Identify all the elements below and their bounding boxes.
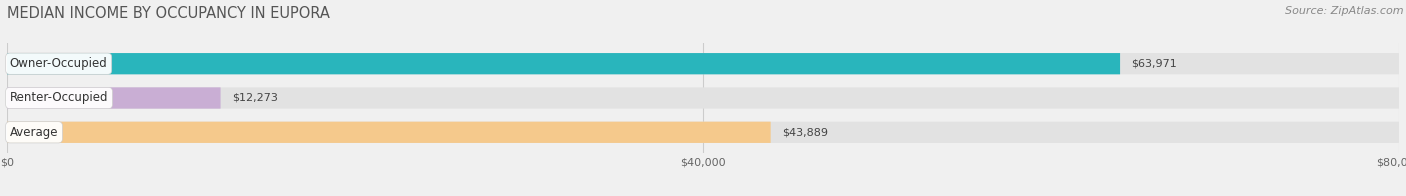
Text: $63,971: $63,971 <box>1132 59 1177 69</box>
Text: $43,889: $43,889 <box>782 127 828 137</box>
FancyBboxPatch shape <box>7 53 1121 74</box>
Text: Renter-Occupied: Renter-Occupied <box>10 92 108 104</box>
Text: $12,273: $12,273 <box>232 93 277 103</box>
FancyBboxPatch shape <box>7 53 1399 74</box>
Text: Owner-Occupied: Owner-Occupied <box>10 57 108 70</box>
FancyBboxPatch shape <box>7 122 770 143</box>
FancyBboxPatch shape <box>7 122 1399 143</box>
FancyBboxPatch shape <box>7 87 1399 109</box>
FancyBboxPatch shape <box>7 87 221 109</box>
Text: Source: ZipAtlas.com: Source: ZipAtlas.com <box>1285 6 1403 16</box>
Text: Average: Average <box>10 126 58 139</box>
Text: MEDIAN INCOME BY OCCUPANCY IN EUPORA: MEDIAN INCOME BY OCCUPANCY IN EUPORA <box>7 6 330 21</box>
